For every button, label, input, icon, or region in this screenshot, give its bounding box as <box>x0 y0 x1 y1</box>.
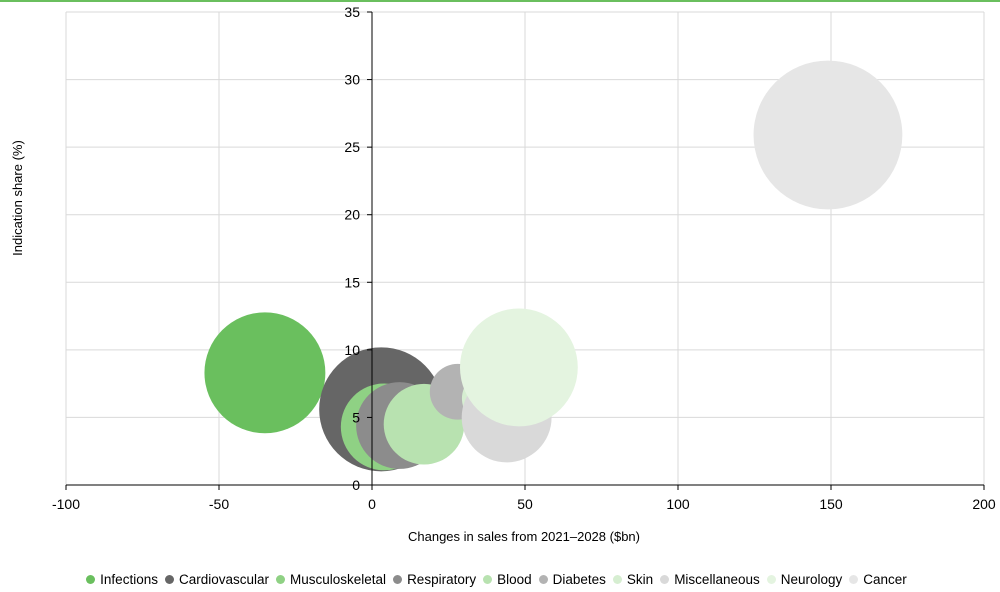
x-tick-label: 100 <box>666 496 690 512</box>
legend-item-cardiovascular: Cardiovascular <box>164 571 270 587</box>
bubble-chart: -100 -50 0 50 100 150 200 0 5 10 15 20 25 30 35 Change… <box>10 4 996 544</box>
y-tick-label: 30 <box>344 72 360 88</box>
legend-item-respiratory: Respiratory <box>393 572 476 587</box>
legend-item-musculoskeletal: Musculoskeletal <box>276 572 386 587</box>
x-tick-label: 150 <box>819 496 843 512</box>
tick-labels: -100 -50 0 50 100 150 200 0 5 10 15 20 25 30 35 <box>52 4 996 512</box>
bubble-neurology <box>459 308 578 427</box>
y-tick-label: 0 <box>352 477 360 493</box>
legend-label: Blood <box>497 571 532 587</box>
x-tick-label: -100 <box>52 496 80 512</box>
y-tick-label: 5 <box>352 409 360 425</box>
x-tick-label: 0 <box>368 496 376 512</box>
legend-item-miscellaneous: Miscellaneous <box>660 572 760 587</box>
legend-label: Diabetes <box>552 571 606 587</box>
y-tick-label: 15 <box>344 274 360 290</box>
legend-marker <box>483 574 493 584</box>
legend-label: Neurology <box>780 571 843 587</box>
legend-label: Cardiovascular <box>178 571 270 587</box>
x-tick-label: 200 <box>972 496 996 512</box>
y-tick-label: 10 <box>344 342 360 358</box>
legend-label: Infections <box>100 571 158 587</box>
legend-marker <box>538 574 548 584</box>
legend-item-skin: Skin <box>612 571 654 587</box>
legend-marker <box>660 574 670 584</box>
legend-label: Cancer <box>863 571 907 587</box>
bubble-cancer <box>753 60 903 210</box>
x-tick-label: 50 <box>517 496 533 512</box>
legend-label: Respiratory <box>407 571 477 587</box>
legend-item-neurology: Neurology <box>766 571 843 587</box>
top-rule <box>0 0 1000 2</box>
legend-item-blood: Blood <box>483 572 532 587</box>
y-axis-title: Indication share (%) <box>10 140 25 256</box>
legend-marker <box>276 574 286 584</box>
legend-item-diabetes: Diabetes <box>538 571 606 587</box>
legend-marker <box>849 574 859 584</box>
legend-label: Miscellaneous <box>674 571 760 587</box>
legend-item-cancer: Cancer <box>849 572 907 587</box>
bubble-infections <box>204 312 326 434</box>
x-tick-label: -50 <box>209 496 229 512</box>
axes <box>65 11 985 490</box>
legend-marker <box>393 574 403 584</box>
legend-marker <box>766 574 776 584</box>
legend-label: Musculoskeletal <box>290 571 387 587</box>
y-tick-label: 20 <box>344 207 360 223</box>
legend-item-infections: Infections <box>86 572 158 587</box>
legend-marker <box>612 574 622 584</box>
legend-label: Skin <box>626 571 654 587</box>
legend-marker <box>86 574 96 584</box>
x-axis-title: Changes in sales from 2021–2028 ($bn) <box>408 529 640 544</box>
bubbles <box>204 60 903 472</box>
y-tick-label: 25 <box>344 139 360 155</box>
legend: Infections Cardiovascular Musculoskeletal R… <box>0 568 1000 590</box>
y-tick-label: 35 <box>344 4 360 20</box>
legend-marker <box>164 574 174 584</box>
